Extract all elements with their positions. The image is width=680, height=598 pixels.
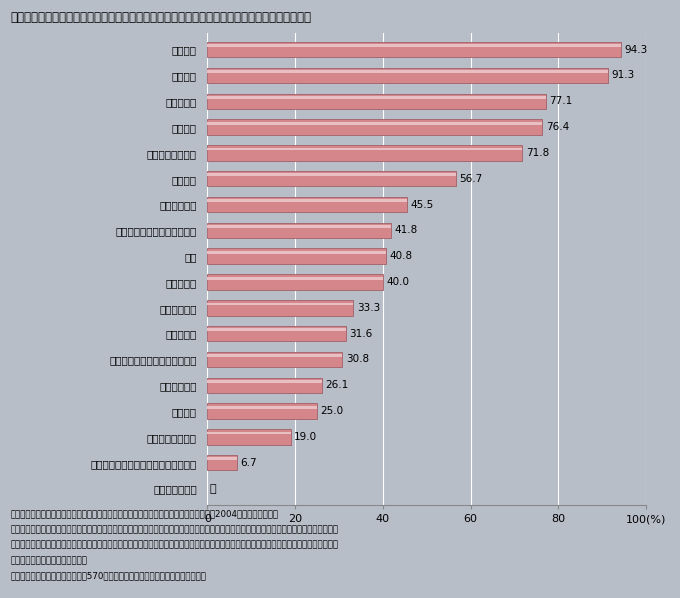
Bar — [207, 96, 545, 99]
Text: 76.4: 76.4 — [546, 122, 569, 132]
Bar — [207, 303, 354, 306]
Bar — [207, 406, 317, 408]
Bar — [207, 44, 621, 47]
Bar — [207, 225, 391, 228]
Bar — [207, 274, 383, 290]
Bar — [207, 122, 543, 124]
Text: 94.3: 94.3 — [624, 45, 648, 54]
Bar — [207, 326, 346, 341]
Bar — [207, 457, 237, 460]
Bar — [207, 251, 386, 254]
Bar — [207, 377, 322, 393]
Text: 6.7: 6.7 — [240, 457, 257, 468]
Bar — [207, 403, 317, 419]
Bar — [207, 277, 383, 279]
Text: （備考）　１．内閣府「コミュニティ再興に向けた協働のあり方に関するアンケート」（2004年）により作成。: （備考） １．内閣府「コミュニティ再興に向けた協働のあり方に関するアンケート」（… — [10, 509, 278, 518]
Text: 30.8: 30.8 — [346, 355, 369, 364]
Text: ナーと協働したいと思いますか？（選択はそれぞれ５つまで）」という問に対してパートナーとして「地縁組織」を選んだ地方: ナーと協働したいと思いますか？（選択はそれぞれ５つまで）」という問に対してパート… — [10, 541, 338, 550]
Bar — [207, 328, 346, 331]
Text: 71.8: 71.8 — [526, 148, 549, 158]
Bar — [207, 68, 608, 83]
Text: 公共団体の割合。: 公共団体の割合。 — [10, 556, 87, 565]
Bar — [207, 70, 608, 73]
Bar — [207, 352, 343, 367]
Text: 40.8: 40.8 — [390, 251, 413, 261]
Bar — [207, 248, 386, 264]
Text: 45.5: 45.5 — [411, 200, 434, 209]
Text: －: － — [209, 484, 216, 493]
Bar — [207, 199, 407, 202]
Bar — [207, 120, 543, 135]
Text: ３．回答した団体は、570団体（「その他」の図中への記載は省略）。: ３．回答した団体は、570団体（「その他」の図中への記載は省略）。 — [10, 572, 206, 581]
Text: 25.0: 25.0 — [320, 406, 343, 416]
Text: 91.3: 91.3 — [611, 71, 634, 81]
Text: 40.0: 40.0 — [386, 277, 409, 287]
Bar — [207, 432, 291, 434]
Bar — [207, 455, 237, 471]
Bar — [207, 429, 291, 445]
Text: 31.6: 31.6 — [350, 329, 373, 338]
Bar — [207, 354, 343, 357]
Text: 33.3: 33.3 — [357, 303, 380, 313]
Text: 第３－２－２図　地方公共団体が今後地縁型団体との協働を望む分野は公共性の高いものが多い: 第３－２－２図 地方公共団体が今後地縁型団体との協働を望む分野は公共性の高いもの… — [10, 11, 311, 24]
Text: 77.1: 77.1 — [549, 96, 573, 106]
Text: 56.7: 56.7 — [460, 174, 483, 184]
Bar — [207, 380, 322, 383]
Text: 19.0: 19.0 — [294, 432, 318, 442]
Text: ２．「貴自治体では、今後どのような協働にあらたに取り組んでみたいとお考えですか？（選択は３つまで）その場合、どのパート: ２．「貴自治体では、今後どのような協働にあらたに取り組んでみたいとお考えですか？… — [10, 525, 338, 534]
Bar — [207, 173, 456, 176]
Bar — [207, 300, 354, 316]
Bar — [207, 42, 621, 57]
Bar — [207, 148, 522, 151]
Text: 26.1: 26.1 — [326, 380, 349, 390]
Bar — [207, 171, 456, 187]
Bar — [207, 222, 391, 238]
Text: 41.8: 41.8 — [394, 225, 418, 236]
Bar — [207, 145, 522, 161]
Bar — [207, 93, 545, 109]
Bar — [207, 197, 407, 212]
